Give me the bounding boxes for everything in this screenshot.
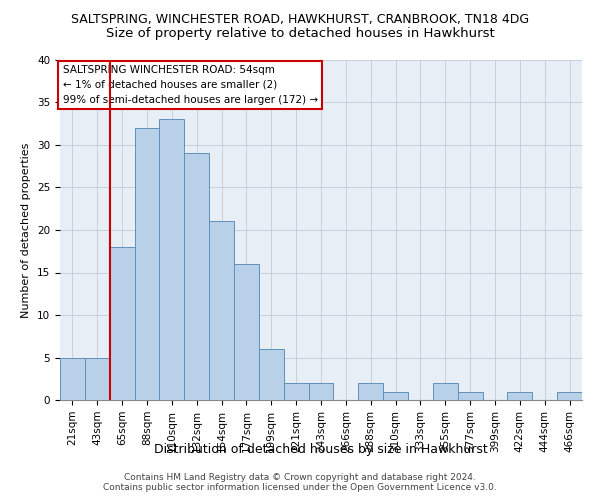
Bar [383, 392, 408, 400]
Bar [184, 154, 209, 400]
Bar [557, 392, 582, 400]
Bar [284, 383, 308, 400]
Y-axis label: Number of detached properties: Number of detached properties [22, 142, 31, 318]
Bar [458, 392, 482, 400]
Bar [508, 392, 532, 400]
Bar [110, 247, 134, 400]
Bar [134, 128, 160, 400]
Bar [209, 222, 234, 400]
Bar [433, 383, 458, 400]
Bar [85, 358, 110, 400]
Bar [234, 264, 259, 400]
Bar [160, 120, 184, 400]
Text: Distribution of detached houses by size in Hawkhurst: Distribution of detached houses by size … [154, 442, 488, 456]
Text: SALTSPRING WINCHESTER ROAD: 54sqm
← 1% of detached houses are smaller (2)
99% of: SALTSPRING WINCHESTER ROAD: 54sqm ← 1% o… [62, 65, 318, 104]
Text: Size of property relative to detached houses in Hawkhurst: Size of property relative to detached ho… [106, 28, 494, 40]
Bar [259, 349, 284, 400]
Bar [358, 383, 383, 400]
Text: Contains HM Land Registry data © Crown copyright and database right 2024.
Contai: Contains HM Land Registry data © Crown c… [103, 473, 497, 492]
Bar [308, 383, 334, 400]
Text: SALTSPRING, WINCHESTER ROAD, HAWKHURST, CRANBROOK, TN18 4DG: SALTSPRING, WINCHESTER ROAD, HAWKHURST, … [71, 12, 529, 26]
Bar [60, 358, 85, 400]
